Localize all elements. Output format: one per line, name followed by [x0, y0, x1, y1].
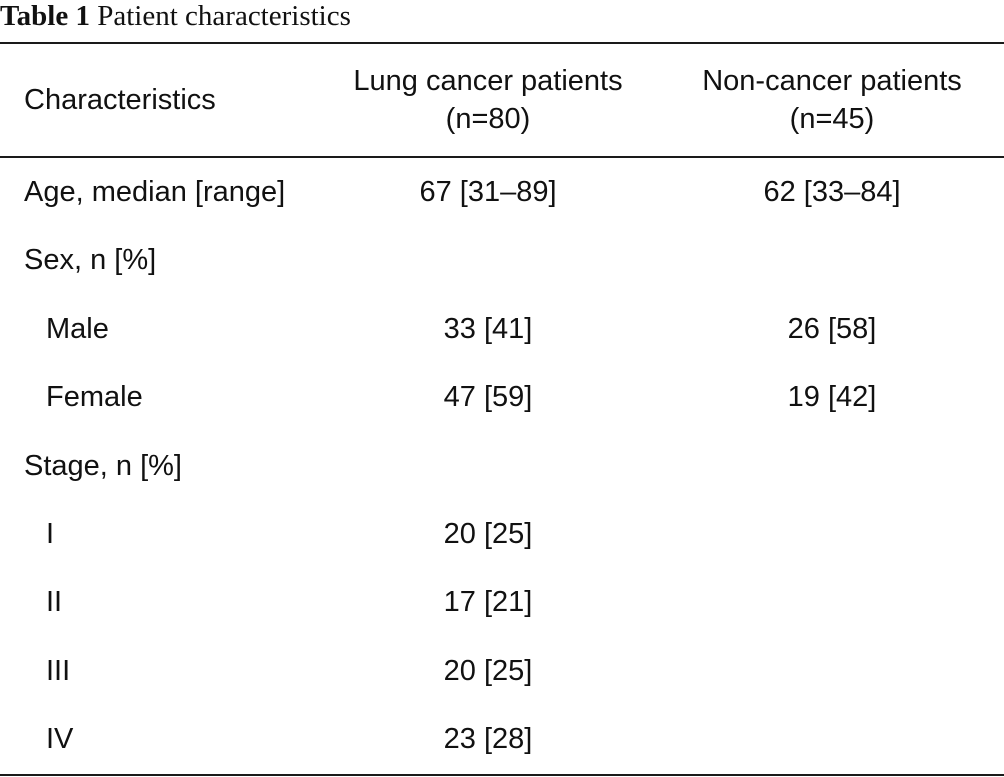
- header-lung-cancer-title: Lung cancer patients: [353, 65, 623, 97]
- row-lung-value: 33 [41]: [443, 312, 533, 345]
- table-row-female: Female 47 [59] 19 [42]: [0, 363, 1004, 431]
- row-non-value: [660, 500, 1004, 568]
- row-label: I: [46, 517, 55, 550]
- row-label: Sex, n [%]: [24, 244, 157, 277]
- table-row-stage-iv: IV 23 [28]: [0, 705, 1004, 773]
- table-row-stage-ii: II 17 [21]: [0, 568, 1004, 636]
- table-caption-label: Table 1: [0, 0, 90, 32]
- row-lung-value: 67 [31–89]: [419, 176, 557, 208]
- table-header: Characteristics Lung cancer patients (n=…: [0, 44, 1004, 156]
- row-non-value: 19 [42]: [787, 381, 877, 414]
- header-lung-cancer: Lung cancer patients (n=80): [318, 44, 658, 156]
- row-non-value: 26 [58]: [787, 312, 877, 345]
- table-row-male: Male 33 [41] 26 [58]: [0, 295, 1004, 363]
- table-row-stage-i: I 20 [25]: [0, 500, 1004, 568]
- row-lung-value: 20 [25]: [443, 517, 533, 550]
- table-row-stage: Stage, n [%]: [0, 432, 1004, 500]
- row-lung-value: 20 [25]: [443, 654, 533, 687]
- row-non-value: [660, 432, 1004, 500]
- row-label: Stage, n [%]: [24, 449, 182, 482]
- header-characteristics-label: Characteristics: [24, 83, 216, 116]
- row-label: Female: [46, 381, 143, 414]
- table-caption: Table 1 Patient characteristics: [0, 0, 351, 34]
- table-body: Age, median [range] 67 [31–89] 62 [33–84…: [0, 158, 1004, 774]
- row-label: III: [46, 654, 71, 687]
- row-lung-value: [318, 226, 658, 294]
- table-caption-title: Patient characteristics: [97, 0, 351, 32]
- header-lung-cancer-count: (n=80): [445, 103, 531, 135]
- row-non-value: [660, 705, 1004, 773]
- table-header-rule: [0, 156, 1004, 158]
- row-non-value: [660, 568, 1004, 636]
- header-non-cancer-count: (n=45): [789, 103, 875, 135]
- row-non-value: [660, 226, 1004, 294]
- row-non-value: 62 [33–84]: [763, 176, 901, 208]
- row-label: II: [46, 586, 63, 619]
- row-lung-value: 23 [28]: [443, 723, 533, 756]
- row-lung-value: 17 [21]: [443, 586, 533, 619]
- table-row-sex: Sex, n [%]: [0, 226, 1004, 294]
- row-non-value: [660, 637, 1004, 705]
- row-lung-value: 47 [59]: [443, 381, 533, 414]
- header-non-cancer-title: Non-cancer patients: [702, 65, 962, 97]
- table-row-stage-iii: III 20 [25]: [0, 637, 1004, 705]
- table-bottom-rule: [0, 774, 1004, 776]
- header-non-cancer: Non-cancer patients (n=45): [660, 44, 1004, 156]
- row-label: Age, median [range]: [24, 176, 286, 208]
- row-label: Male: [46, 312, 109, 345]
- row-lung-value: [318, 432, 658, 500]
- row-label: IV: [46, 723, 74, 756]
- table-top-rule: [0, 42, 1004, 44]
- header-characteristics: Characteristics: [24, 44, 324, 156]
- table-row-age: Age, median [range] 67 [31–89] 62 [33–84…: [0, 158, 1004, 226]
